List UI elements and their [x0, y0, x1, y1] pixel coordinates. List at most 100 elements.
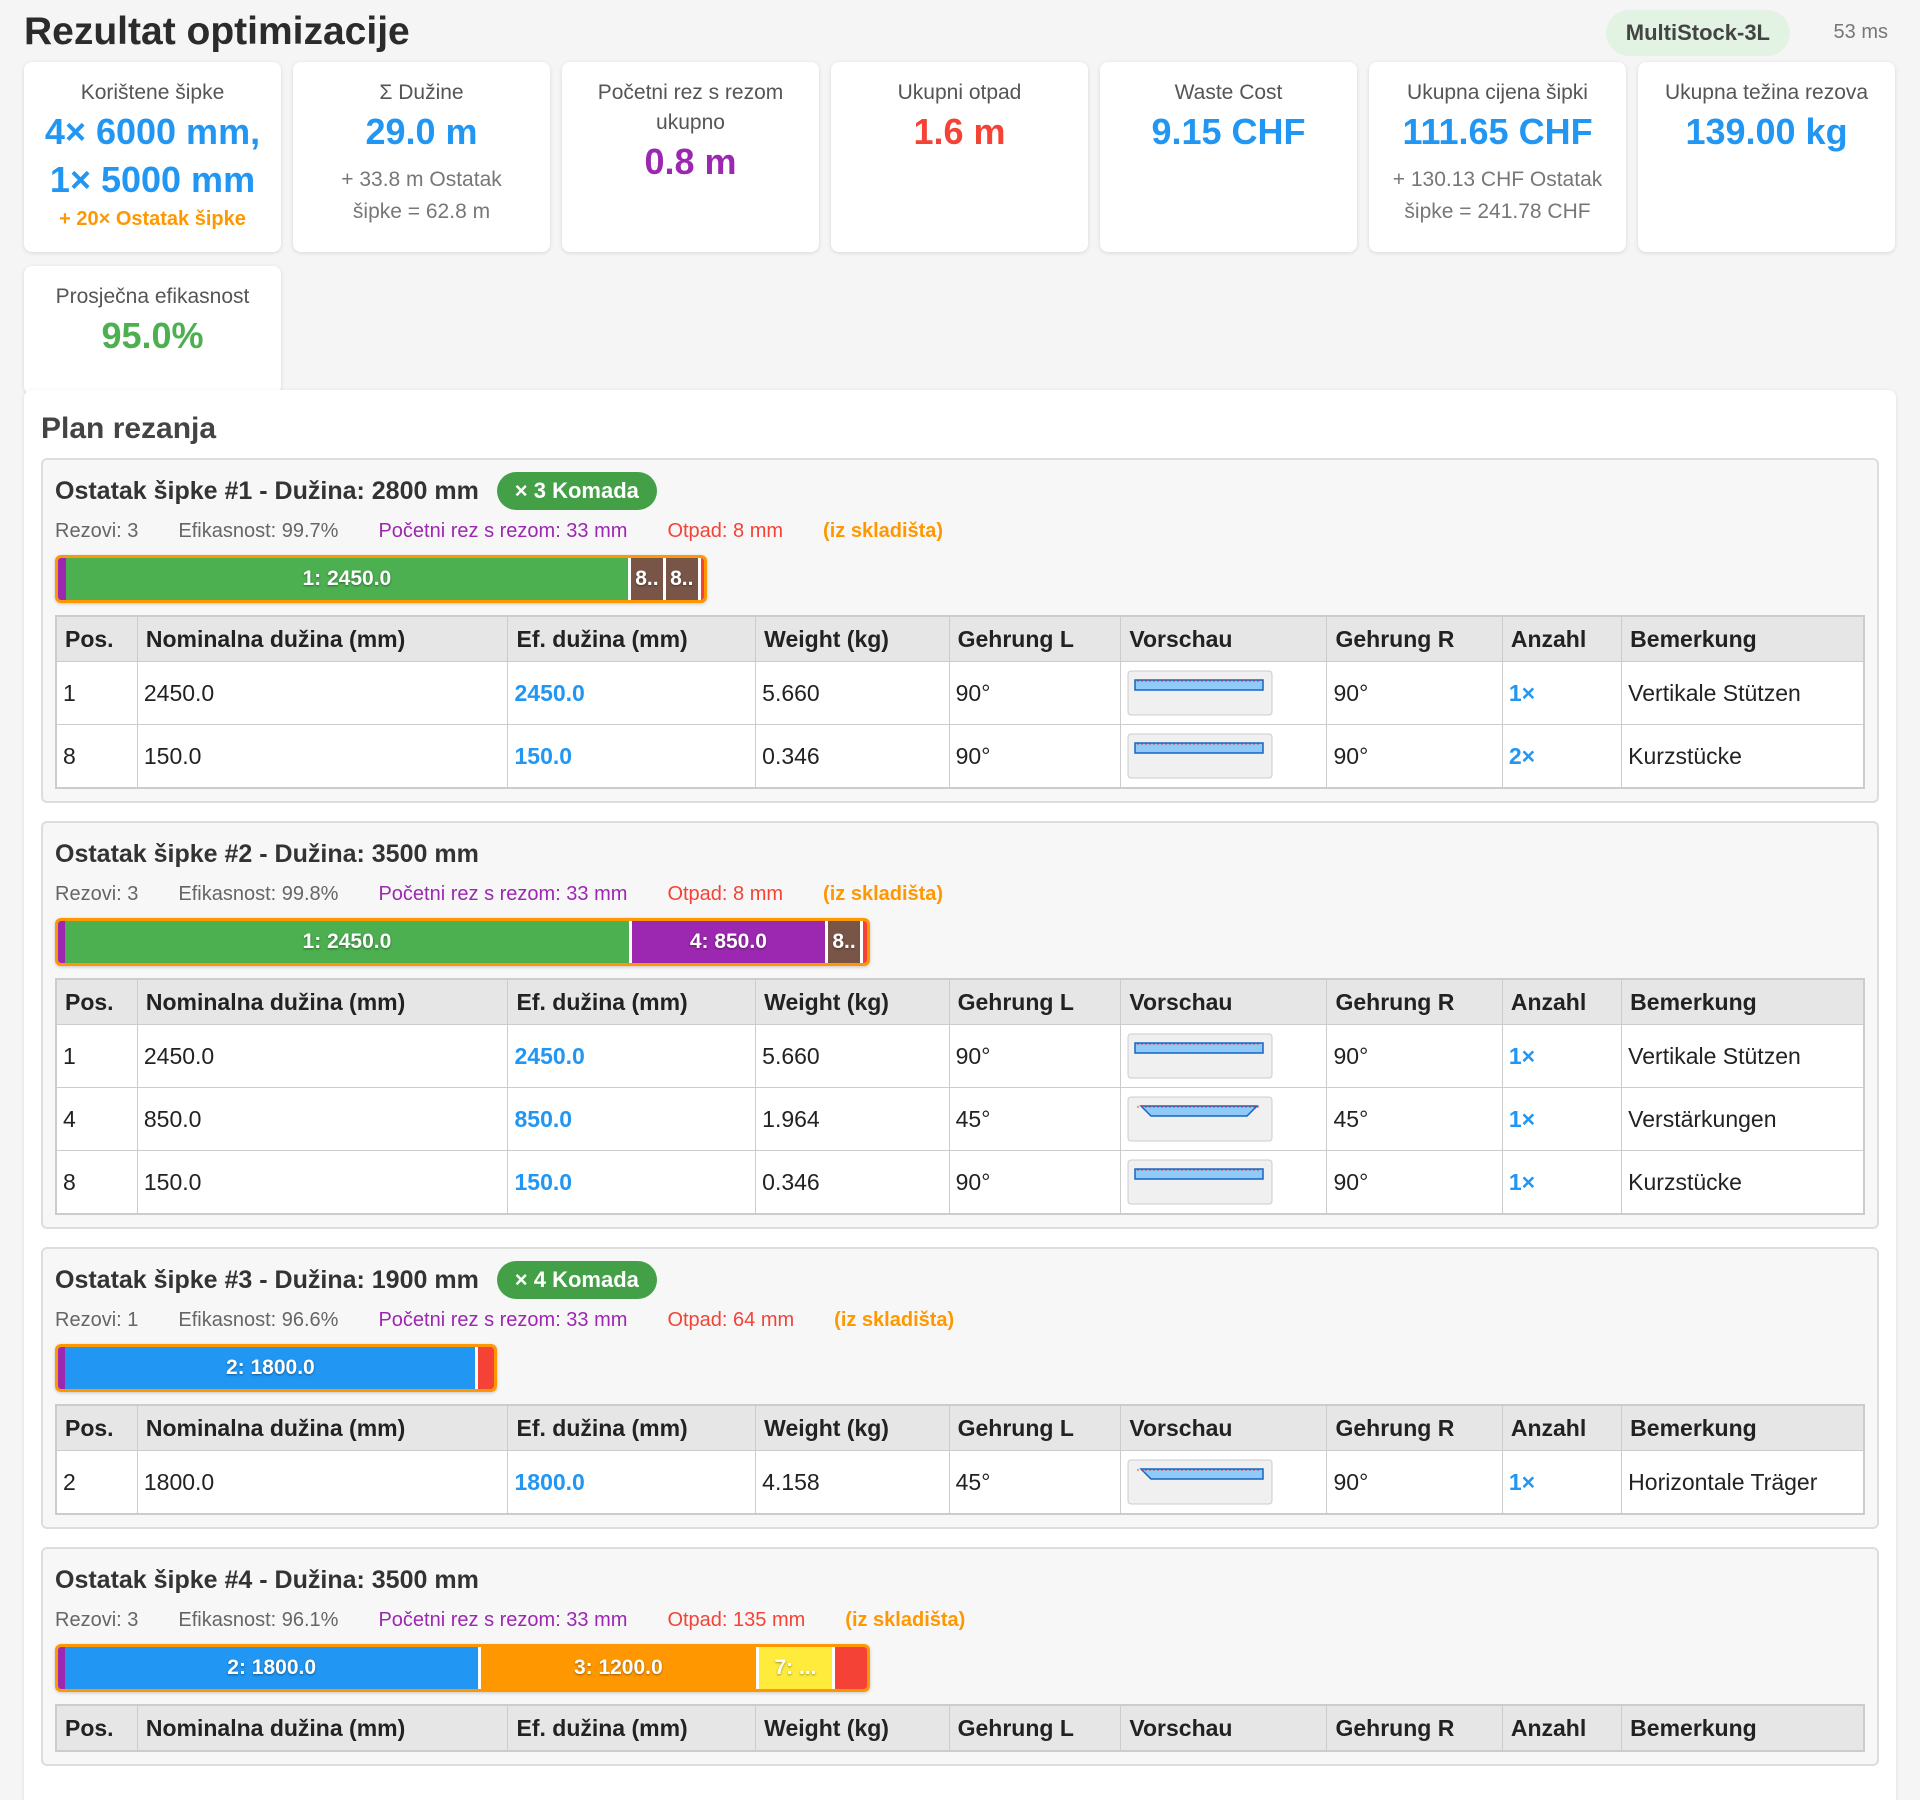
preview-cell: [1120, 661, 1328, 725]
column-header: Weight (kg): [755, 1704, 950, 1752]
card-label: Ukupni otpad: [897, 81, 1022, 104]
pieces-table: Pos. Nominalna dužina (mm) Ef. dužina (mm)…: [55, 615, 1865, 789]
nominal-length: 2450.0: [136, 1024, 509, 1088]
miter-left: 90°: [948, 1024, 1122, 1088]
initial-cut: Početni rez s rezom: 33 mm: [378, 1309, 628, 1331]
table-row: 8 150.0 150.0 0.346 90° 90° 2× Kurzstücke: [55, 724, 1865, 789]
column-header: Vorschau: [1120, 1704, 1328, 1752]
card-label: Prosječna efikasnost: [55, 285, 250, 308]
summary-card: Ukupni otpad 1.6 m: [831, 62, 1088, 252]
column-header: Ef. dužina (mm): [507, 1404, 757, 1451]
card-value: 1× 5000 mm: [49, 159, 256, 200]
table-row: 8 150.0 150.0 0.346 90° 90° 1× Kurzstücke: [55, 1150, 1865, 1215]
table-row: 1 2450.0 2450.0 5.660 90° 90° 1× Vertikale Stüt…: [55, 1024, 1865, 1088]
weight: 5.660: [755, 1024, 950, 1088]
bar-segment: 8..: [631, 558, 666, 600]
source: (iz skladišta): [834, 1309, 955, 1331]
column-header: Pos.: [55, 978, 138, 1025]
source: (iz skladišta): [823, 520, 944, 542]
preview-cell: [1120, 1450, 1328, 1515]
cut-bar: 2: 1800.0 3: 1200.0 7: ...: [55, 1644, 870, 1692]
table-header: Pos. Nominalna dužina (mm) Ef. dužina (mm)…: [55, 1704, 1865, 1752]
column-header: Bemerkung: [1621, 1704, 1865, 1752]
profile-preview: [1127, 1033, 1273, 1079]
preview-cell: [1120, 1087, 1328, 1151]
profile-preview: [1127, 1159, 1273, 1205]
bar-segment: 3: 1200.0: [481, 1647, 759, 1689]
column-header: Weight (kg): [755, 978, 950, 1025]
column-header: Bemerkung: [1621, 615, 1865, 662]
cuts-count: Rezovi: 3: [55, 1609, 139, 1631]
card-label: Korištene šipke: [80, 81, 225, 104]
nominal-length: 150.0: [136, 1150, 509, 1215]
profile-preview: [1127, 1096, 1273, 1142]
remark: Vertikale Stützen: [1621, 1024, 1865, 1088]
table-row: 1 2450.0 2450.0 5.660 90° 90° 1× Vertikale Stüt…: [55, 661, 1865, 725]
initial-cut: Početni rez s rezom: 33 mm: [378, 520, 628, 542]
column-header: Gehrung R: [1326, 615, 1503, 662]
bar-segment: 4: 850.0: [631, 921, 829, 963]
pos: 2: [55, 1450, 138, 1515]
card-sub: + 130.13 CHF Ostatak šipke = 241.78 CHF: [1392, 168, 1603, 223]
card-label: Početni rez s rezom ukupno: [597, 81, 784, 134]
miter-left: 45°: [948, 1450, 1122, 1515]
column-header: Pos.: [55, 1404, 138, 1451]
bar-segment: 8..: [828, 921, 863, 963]
card-label: Waste Cost: [1174, 81, 1283, 104]
quantity: 1×: [1501, 661, 1623, 725]
waste: Otpad: 135 mm: [667, 1609, 806, 1631]
remark: Kurzstücke: [1621, 724, 1865, 789]
card-label: Ukupna cijena šipki: [1407, 81, 1588, 104]
miter-left: 45°: [948, 1087, 1122, 1151]
column-header: Bemerkung: [1621, 1404, 1865, 1451]
stock-stats: Rezovi: 3 Efikasnost: 99.7% Početni rez s …: [55, 520, 1865, 543]
bar-marker: [862, 921, 867, 963]
column-header: Anzahl: [1501, 615, 1623, 662]
cuts-count: Rezovi: 3: [55, 520, 139, 542]
weight: 4.158: [755, 1450, 950, 1515]
stock-header: Ostatak šipke #1 - Dužina: 2800 mm × 3 Ko…: [55, 470, 1865, 512]
cut-bar: 1: 2450.0 8.. 8..: [55, 555, 707, 603]
miter-right: 90°: [1326, 661, 1503, 725]
column-header: Gehrung L: [948, 1404, 1122, 1451]
miter-left: 90°: [948, 724, 1122, 789]
effective-length: 150.0: [507, 1150, 757, 1215]
preview-cell: [1120, 1024, 1328, 1088]
cuts-count: Rezovi: 3: [55, 883, 139, 905]
cut-bar: 2: 1800.0: [55, 1344, 497, 1392]
stock-header: Ostatak šipke #3 - Dužina: 1900 mm × 4 Ko…: [55, 1259, 1865, 1301]
miter-right: 90°: [1326, 1450, 1503, 1515]
miter-right: 90°: [1326, 724, 1503, 789]
quantity: 1×: [1501, 1024, 1623, 1088]
summary-cards: Korištene šipke 4× 6000 mm, 1× 5000 mm + 20…: [24, 62, 1896, 394]
column-header: Anzahl: [1501, 978, 1623, 1025]
column-header: Gehrung L: [948, 615, 1122, 662]
source: (iz skladišta): [845, 1609, 966, 1631]
card-value: 1.6 m: [913, 111, 1006, 152]
preview-cell: [1120, 724, 1328, 789]
efficiency: Efikasnost: 99.7%: [178, 520, 339, 542]
column-header: Nominalna dužina (mm): [136, 615, 509, 662]
header: Rezultat optimizacije MultiStock-3L 53 m…: [24, 6, 1896, 58]
stock-block: Ostatak šipke #2 - Dužina: 3500 mm Rezovi…: [41, 821, 1879, 1229]
waste: Otpad: 64 mm: [667, 1309, 795, 1331]
pos: 4: [55, 1087, 138, 1151]
profile-shape: [1134, 1042, 1265, 1054]
card-label: Σ Dužine: [379, 81, 464, 104]
quantity: 2×: [1501, 724, 1623, 789]
waste: Otpad: 8 mm: [667, 883, 784, 905]
remark: Verstärkungen: [1621, 1087, 1865, 1151]
bar-marker: [58, 1647, 66, 1689]
bar-marker: [58, 558, 66, 600]
column-header: Gehrung L: [948, 978, 1122, 1025]
summary-card: Korištene šipke 4× 6000 mm, 1× 5000 mm + 20…: [24, 62, 281, 252]
bar-segment: 1: 2450.0: [65, 558, 631, 600]
miter-right: 45°: [1326, 1087, 1503, 1151]
initial-cut: Početni rez s rezom: 33 mm: [378, 1609, 628, 1631]
remark: Horizontale Träger: [1621, 1450, 1865, 1515]
bar-segment: 1: 2450.0: [65, 921, 632, 963]
summary-card: Prosječna efikasnost 95.0%: [24, 266, 281, 394]
stock-header: Ostatak šipke #2 - Dužina: 3500 mm: [55, 833, 1865, 875]
nominal-length: 1800.0: [136, 1450, 509, 1515]
bar-marker: [58, 921, 66, 963]
